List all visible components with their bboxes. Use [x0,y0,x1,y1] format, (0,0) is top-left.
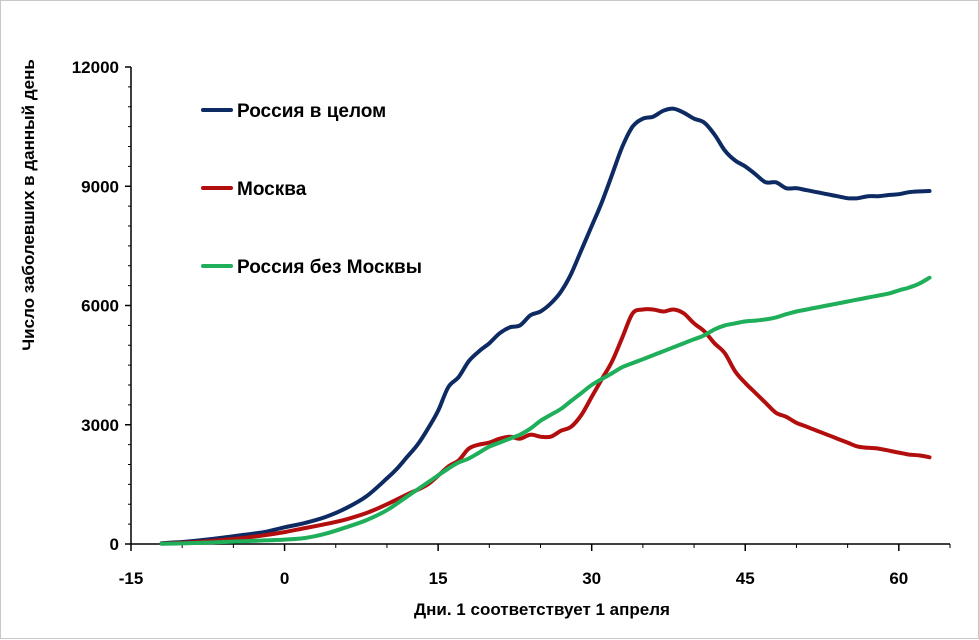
legend: Россия в целом Москва Россия без Москвы [201,101,422,278]
x-tick-label: 15 [429,569,448,588]
y-axis-title: Число заболевших в данный день [19,59,38,351]
x-axis-title: Дни. 1 соответствует 1 апреля [414,600,670,619]
series-lines [159,106,932,546]
legend-label: Россия без Москвы [237,257,422,278]
y-tick-label: 12000 [72,58,119,77]
series-line-russia-without-moscow [159,275,932,546]
x-tick-label: 30 [582,569,601,588]
y-tick-label: 9000 [81,177,119,196]
x-tick-label: 45 [736,569,755,588]
y-tick-label: 6000 [81,297,119,316]
series-line-russia-total [159,106,932,546]
legend-item-russia-without-moscow: Россия без Москвы [201,257,422,278]
legend-label: Россия в целом [237,101,386,122]
x-tick-label: 0 [280,569,289,588]
x-tick-label: 60 [889,569,908,588]
legend-label: Москва [237,179,307,200]
y-tick-label: 3000 [81,416,119,435]
series-line-moscow [159,307,932,546]
legend-item-moscow: Москва [201,179,307,200]
x-tick-label: -15 [119,569,144,588]
y-tick-label: 0 [110,535,119,554]
legend-item-russia-total: Россия в целом [201,101,386,122]
